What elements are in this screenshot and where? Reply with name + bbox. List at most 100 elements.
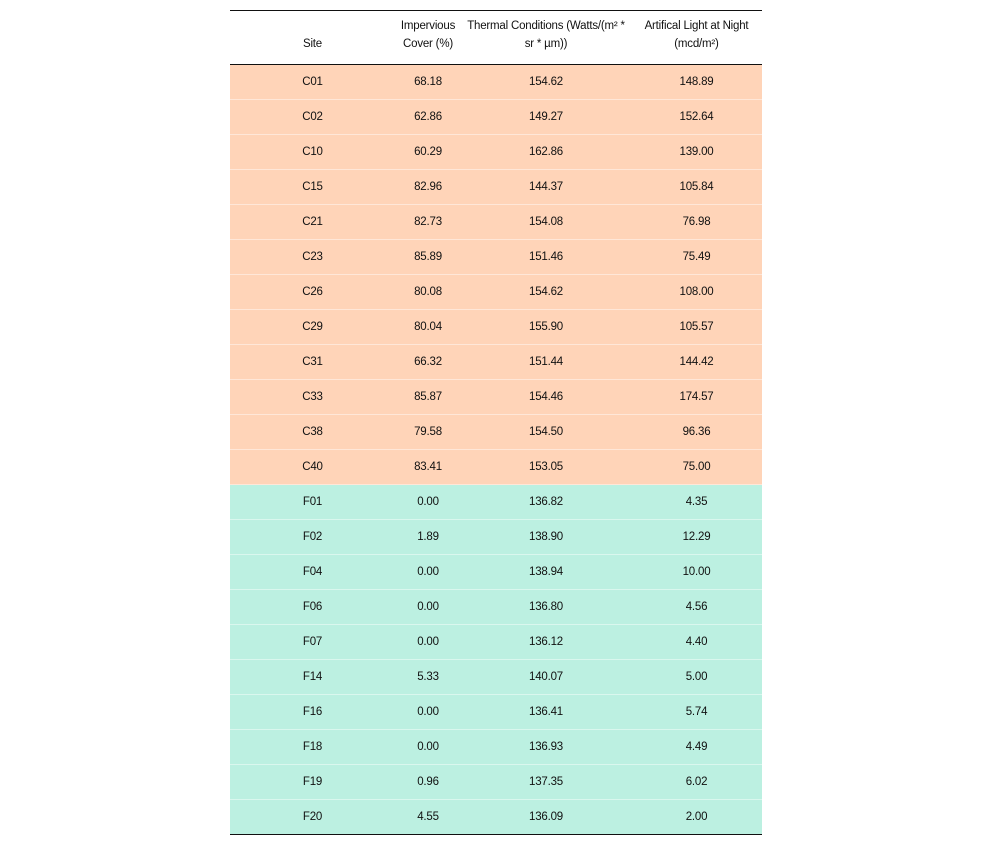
cell-impervious-cover: 85.89 <box>395 239 461 275</box>
cell-artificial-light: 174.57 <box>631 379 762 415</box>
cell-artificial-light: 148.89 <box>631 64 762 100</box>
cell-site: F14 <box>230 659 395 695</box>
cell-impervious-cover: 80.08 <box>395 274 461 310</box>
cell-site: F16 <box>230 694 395 730</box>
cell-impervious-cover: 4.55 <box>395 799 461 835</box>
cell-impervious-cover: 0.00 <box>395 694 461 730</box>
cell-artificial-light: 5.74 <box>631 694 762 730</box>
cell-artificial-light: 2.00 <box>631 799 762 835</box>
cell-artificial-light: 105.57 <box>631 309 762 345</box>
cell-artificial-light: 4.56 <box>631 589 762 625</box>
table-row: F14 5.33 140.07 5.00 <box>230 659 762 695</box>
cell-thermal-conditions: 162.86 <box>461 134 631 170</box>
cell-impervious-cover: 0.00 <box>395 554 461 590</box>
table-body: C01 68.18 154.62 148.89 C02 62.86 149.27 152.64… <box>230 64 762 835</box>
cell-thermal-conditions: 154.50 <box>461 414 631 450</box>
site-data-table: Site Impervious Cover (%) Thermal Conditi… <box>230 10 762 835</box>
cell-impervious-cover: 0.00 <box>395 589 461 625</box>
cell-artificial-light: 108.00 <box>631 274 762 310</box>
cell-artificial-light: 4.35 <box>631 484 762 520</box>
cell-thermal-conditions: 149.27 <box>461 99 631 135</box>
table-row: C21 82.73 154.08 76.98 <box>230 204 762 240</box>
cell-impervious-cover: 0.00 <box>395 484 461 520</box>
table-row: C40 83.41 153.05 75.00 <box>230 449 762 485</box>
cell-impervious-cover: 0.00 <box>395 624 461 660</box>
cell-artificial-light: 10.00 <box>631 554 762 590</box>
cell-thermal-conditions: 154.62 <box>461 64 631 100</box>
cell-site: F04 <box>230 554 395 590</box>
cell-site: C31 <box>230 344 395 380</box>
cell-artificial-light: 4.49 <box>631 729 762 765</box>
cell-site: C15 <box>230 169 395 205</box>
cell-thermal-conditions: 136.80 <box>461 589 631 625</box>
table-row: C23 85.89 151.46 75.49 <box>230 239 762 275</box>
cell-impervious-cover: 66.32 <box>395 344 461 380</box>
header-site: Site <box>230 10 395 65</box>
table-header: Site Impervious Cover (%) Thermal Conditi… <box>230 10 762 65</box>
cell-thermal-conditions: 137.35 <box>461 764 631 800</box>
table-row: C31 66.32 151.44 144.42 <box>230 344 762 380</box>
cell-impervious-cover: 82.96 <box>395 169 461 205</box>
cell-site: C38 <box>230 414 395 450</box>
cell-thermal-conditions: 144.37 <box>461 169 631 205</box>
cell-site: F06 <box>230 589 395 625</box>
cell-artificial-light: 12.29 <box>631 519 762 555</box>
table-row: F06 0.00 136.80 4.56 <box>230 589 762 625</box>
table-row: F04 0.00 138.94 10.00 <box>230 554 762 590</box>
cell-site: F20 <box>230 799 395 835</box>
table-row: C01 68.18 154.62 148.89 <box>230 64 762 100</box>
cell-artificial-light: 4.40 <box>631 624 762 660</box>
cell-site: C01 <box>230 64 395 100</box>
cell-site: F19 <box>230 764 395 800</box>
cell-artificial-light: 6.02 <box>631 764 762 800</box>
cell-artificial-light: 5.00 <box>631 659 762 695</box>
header-thermal-conditions: Thermal Conditions (Watts/(m² * sr * µm)) <box>461 10 631 65</box>
cell-artificial-light: 144.42 <box>631 344 762 380</box>
cell-impervious-cover: 85.87 <box>395 379 461 415</box>
cell-impervious-cover: 80.04 <box>395 309 461 345</box>
table-row: F02 1.89 138.90 12.29 <box>230 519 762 555</box>
cell-thermal-conditions: 151.44 <box>461 344 631 380</box>
cell-thermal-conditions: 151.46 <box>461 239 631 275</box>
cell-impervious-cover: 0.00 <box>395 729 461 765</box>
cell-site: C33 <box>230 379 395 415</box>
cell-thermal-conditions: 154.08 <box>461 204 631 240</box>
table-row: F18 0.00 136.93 4.49 <box>230 729 762 765</box>
table-row: F07 0.00 136.12 4.40 <box>230 624 762 660</box>
table-row: F16 0.00 136.41 5.74 <box>230 694 762 730</box>
table-row: C10 60.29 162.86 139.00 <box>230 134 762 170</box>
table-row: F20 4.55 136.09 2.00 <box>230 799 762 835</box>
cell-thermal-conditions: 136.12 <box>461 624 631 660</box>
table-row: F19 0.96 137.35 6.02 <box>230 764 762 800</box>
cell-thermal-conditions: 138.94 <box>461 554 631 590</box>
cell-site: C29 <box>230 309 395 345</box>
cell-site: F18 <box>230 729 395 765</box>
cell-site: F07 <box>230 624 395 660</box>
cell-thermal-conditions: 136.93 <box>461 729 631 765</box>
cell-impervious-cover: 82.73 <box>395 204 461 240</box>
cell-impervious-cover: 62.86 <box>395 99 461 135</box>
cell-thermal-conditions: 154.46 <box>461 379 631 415</box>
cell-thermal-conditions: 136.82 <box>461 484 631 520</box>
table-row: C02 62.86 149.27 152.64 <box>230 99 762 135</box>
table-row: C38 79.58 154.50 96.36 <box>230 414 762 450</box>
cell-site: C26 <box>230 274 395 310</box>
data-table-container: Site Impervious Cover (%) Thermal Conditi… <box>230 10 762 835</box>
cell-site: C10 <box>230 134 395 170</box>
cell-artificial-light: 139.00 <box>631 134 762 170</box>
cell-impervious-cover: 1.89 <box>395 519 461 555</box>
cell-thermal-conditions: 138.90 <box>461 519 631 555</box>
table-row: C33 85.87 154.46 174.57 <box>230 379 762 415</box>
cell-artificial-light: 105.84 <box>631 169 762 205</box>
table-row: C26 80.08 154.62 108.00 <box>230 274 762 310</box>
cell-site: C40 <box>230 449 395 485</box>
cell-site: C02 <box>230 99 395 135</box>
cell-thermal-conditions: 155.90 <box>461 309 631 345</box>
cell-impervious-cover: 5.33 <box>395 659 461 695</box>
cell-artificial-light: 75.49 <box>631 239 762 275</box>
cell-artificial-light: 76.98 <box>631 204 762 240</box>
cell-site: C23 <box>230 239 395 275</box>
cell-site: F01 <box>230 484 395 520</box>
table-row: C15 82.96 144.37 105.84 <box>230 169 762 205</box>
cell-impervious-cover: 60.29 <box>395 134 461 170</box>
